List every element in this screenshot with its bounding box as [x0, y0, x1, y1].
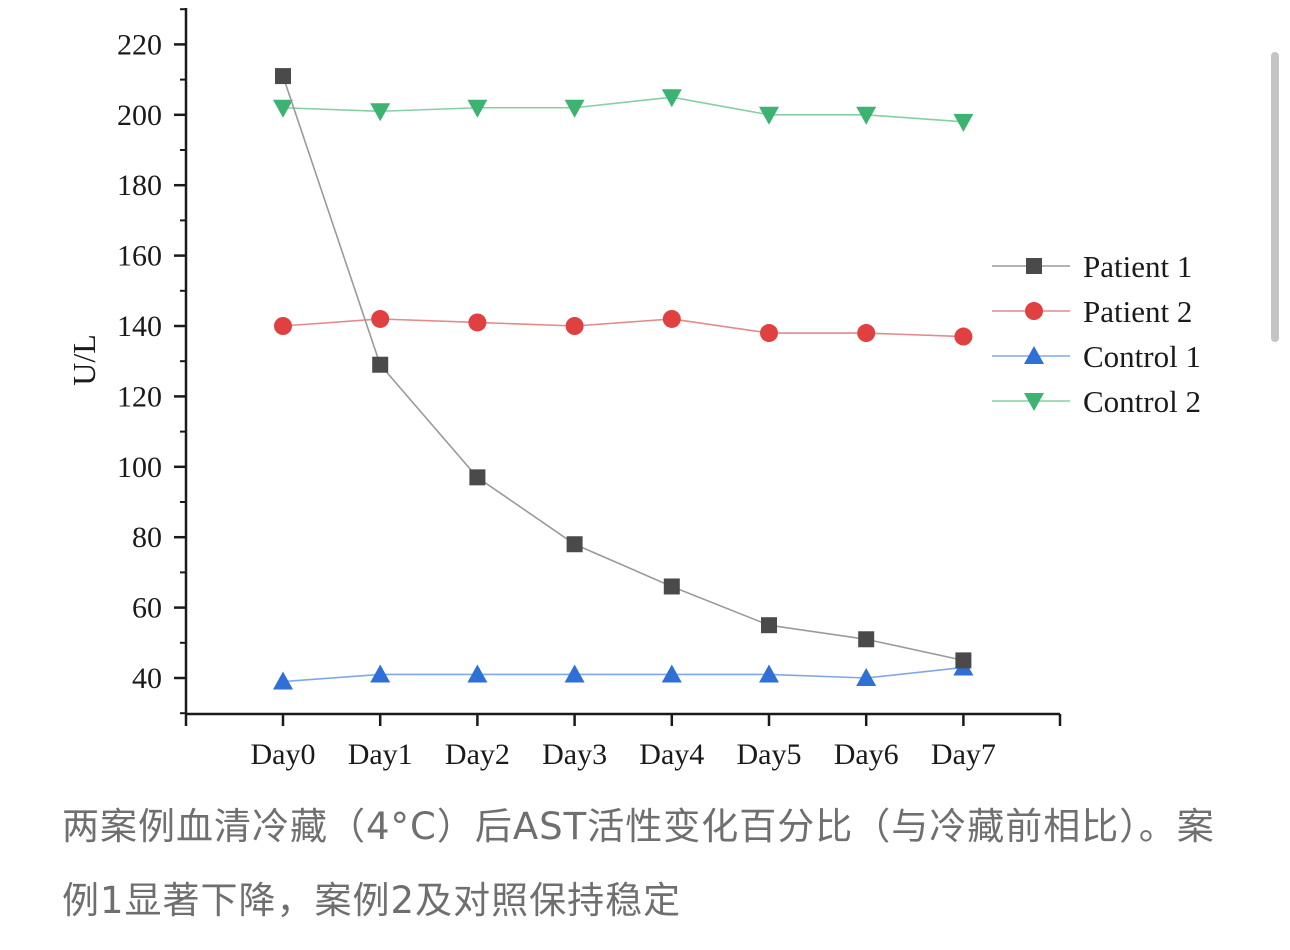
scrollbar-thumb[interactable] — [1271, 52, 1279, 342]
line-chart: 40 60 80 100 120 140 160 180 200 220 Day0 Day1 Day2… — [66, 8, 1201, 771]
data-point-patient-1 — [761, 617, 777, 634]
y-tick-label: 140 — [117, 310, 162, 343]
y-tick-label: 220 — [117, 28, 162, 61]
data-point-patient-2 — [857, 324, 876, 343]
data-point-patient-2 — [468, 313, 487, 332]
y-tick-label: 200 — [117, 99, 162, 132]
data-point-control-1 — [856, 668, 877, 686]
y-tick-label: 120 — [117, 380, 162, 413]
y-tick-label: 40 — [132, 662, 162, 695]
legend-item-control-1: Control 1 — [992, 339, 1201, 374]
data-point-patient-2 — [662, 309, 681, 328]
series-line-patient-2 — [282, 318, 964, 338]
data-point-control-1 — [370, 664, 391, 683]
x-tick-label: Day7 — [931, 738, 996, 771]
series-control-1 — [273, 657, 974, 690]
data-point-patient-1 — [858, 631, 875, 648]
data-point-control-1 — [759, 664, 779, 683]
data-point-patient-1 — [566, 536, 583, 553]
series-patient-2 — [274, 309, 973, 346]
data-point-control-1 — [273, 671, 293, 690]
series-layer — [273, 68, 974, 690]
data-point-control-2 — [273, 99, 293, 118]
data-point-patient-1 — [469, 469, 486, 486]
x-tick-label: Day0 — [251, 738, 316, 771]
x-axis: Day0 Day1 Day2 Day3 Day4 Day5 Day6 Day7 — [184, 712, 1062, 771]
legend-item-patient-2: Patient 2 — [992, 294, 1192, 329]
data-point-patient-2 — [760, 324, 778, 343]
data-point-patient-2 — [371, 309, 390, 328]
series-line-patient-1 — [282, 75, 964, 662]
data-point-control-2 — [564, 99, 585, 118]
data-point-control-1 — [467, 664, 488, 683]
x-tick-label: Day3 — [542, 738, 607, 771]
data-point-control-1 — [661, 664, 682, 683]
data-point-control-2 — [467, 99, 488, 118]
y-tick-label: 100 — [117, 451, 162, 484]
y-tick-label: 80 — [132, 521, 162, 554]
x-tick-label: Day1 — [348, 738, 413, 771]
series-line-control-2 — [282, 96, 964, 123]
legend-item-patient-1: Patient 1 — [992, 249, 1192, 284]
data-point-patient-2 — [954, 327, 973, 346]
y-axis-title: U/L — [66, 334, 102, 386]
y-tick-label: 160 — [117, 240, 162, 273]
data-point-patient-2 — [274, 317, 292, 335]
y-tick-label: 180 — [117, 169, 162, 202]
x-tick-label: Day5 — [737, 738, 802, 771]
data-point-patient-1 — [955, 652, 972, 669]
data-point-control-1 — [564, 664, 585, 683]
legend-label: Control 2 — [1083, 384, 1201, 419]
data-point-patient-1 — [275, 68, 291, 85]
legend: Patient 1 Patient 2 Control 1 Control 2 — [992, 249, 1201, 419]
series-control-2 — [273, 89, 974, 132]
legend-label: Control 1 — [1083, 339, 1201, 374]
data-point-control-2 — [661, 89, 682, 108]
series-line-control-1 — [282, 666, 964, 683]
legend-marker-control-2 — [1024, 393, 1044, 411]
legend-label: Patient 2 — [1083, 294, 1192, 329]
data-point-control-2 — [856, 106, 877, 125]
legend-label: Patient 1 — [1083, 249, 1192, 284]
x-tick-label: Day4 — [639, 738, 704, 771]
data-point-control-2 — [953, 113, 974, 132]
x-tick-label: Day2 — [445, 738, 510, 771]
legend-marker-control-1 — [1024, 346, 1044, 364]
data-point-control-2 — [370, 103, 391, 122]
data-point-control-2 — [759, 106, 779, 125]
data-point-patient-2 — [565, 317, 584, 335]
y-axis: 40 60 80 100 120 140 160 180 200 220 — [117, 8, 188, 715]
data-point-patient-1 — [663, 578, 680, 595]
legend-marker-patient-1 — [1026, 258, 1042, 274]
legend-marker-patient-2 — [1025, 302, 1043, 320]
y-tick-label: 60 — [132, 592, 162, 625]
figure-caption: 两案例血清冷藏（4°C）后AST活性变化百分比（与冷藏前相比）。案例1显著下降，… — [62, 805, 1215, 922]
legend-item-control-2: Control 2 — [992, 384, 1201, 419]
data-point-patient-1 — [372, 356, 389, 373]
series-patient-1 — [275, 68, 972, 669]
x-tick-label: Day6 — [834, 738, 899, 771]
